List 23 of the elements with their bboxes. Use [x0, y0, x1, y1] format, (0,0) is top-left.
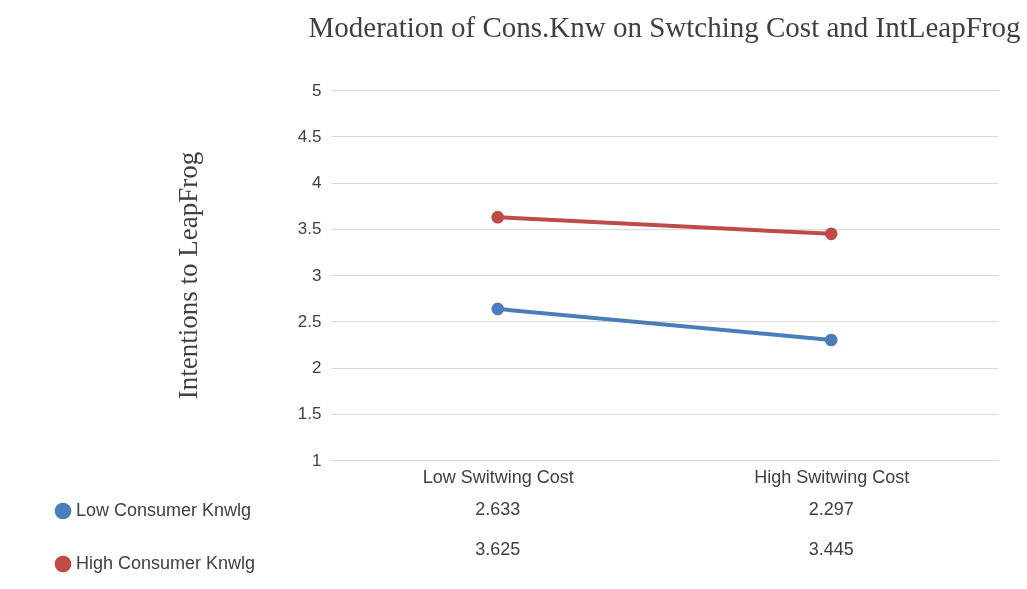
- y-tick-label: 2: [312, 358, 322, 377]
- x-tick-label: High Switwing Cost: [754, 466, 910, 487]
- y-tick-label: 4.5: [297, 126, 322, 146]
- point: [491, 210, 505, 224]
- y-axis-title: Intentions to LeapFrog: [172, 151, 203, 400]
- y-tick-label: 3: [312, 265, 322, 285]
- legend-label: Low Consumer Knwlg: [76, 500, 252, 520]
- data-label: 2.633: [475, 499, 521, 519]
- y-tick-label: 3.5: [297, 219, 322, 239]
- y-tick-label: 1.5: [297, 404, 322, 424]
- data-label: 3.445: [808, 539, 854, 559]
- x-tick-label: Low Switwing Cost: [422, 466, 574, 487]
- y-tick-label: 4: [312, 173, 322, 192]
- data-label: 3.625: [475, 539, 521, 559]
- chart-title: Moderation of Cons.Knw on Swtching Cost and IntLeapFrog: [308, 11, 1021, 43]
- point: [824, 333, 838, 347]
- legend-label: High Consumer Knwlg: [76, 553, 256, 573]
- y-tick-label: 1: [312, 450, 322, 470]
- point: [491, 302, 505, 316]
- y-tick-label: 5: [312, 80, 322, 100]
- data-label: 2.297: [808, 499, 854, 519]
- y-tick-label: 2.5: [297, 311, 322, 331]
- point: [824, 227, 838, 241]
